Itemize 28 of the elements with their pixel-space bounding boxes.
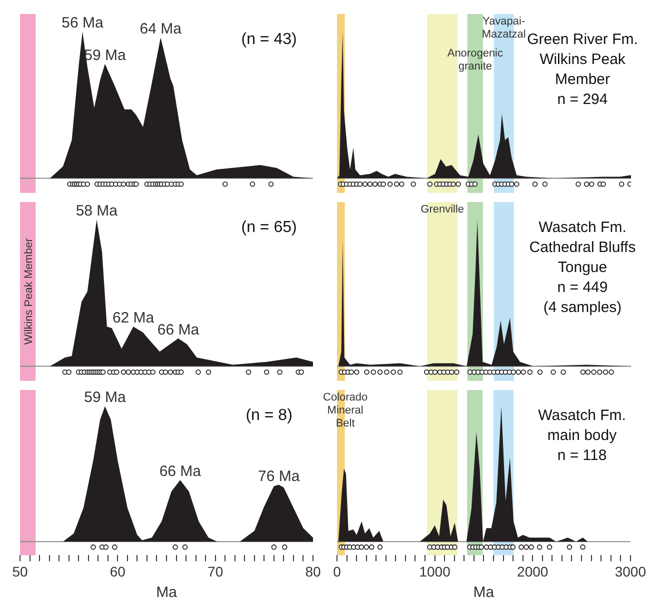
band-label: Yavapai-Mazatzal: [482, 16, 526, 41]
annotation: 64 Ma: [140, 20, 182, 38]
x-tick-label: 60: [110, 563, 126, 580]
x-tick-label: 1000: [419, 563, 451, 580]
band-label: Anorogenic granite: [447, 48, 504, 73]
x-tick-label: 3000: [614, 563, 646, 580]
band-label: Wilkins Peak Member: [22, 238, 35, 345]
annotation: 76 Ma: [258, 468, 300, 485]
annotation: Wasatch Fm. main body n = 118: [538, 407, 626, 464]
x-tick-label: 2000: [517, 563, 548, 580]
x-axis-title: Ma: [473, 584, 495, 602]
annotation: 59 Ma: [84, 389, 126, 406]
annotation: 62 Ma: [112, 310, 155, 327]
annotation: (n = 43): [241, 31, 297, 48]
annotation: (n = 8): [246, 407, 292, 424]
x-axis-title: Ma: [156, 584, 178, 602]
annotation: 56 Ma: [62, 14, 104, 32]
x-tick-label: 70: [208, 563, 224, 580]
x-tick-label: 0: [333, 563, 342, 580]
annotation: (n = 65): [241, 219, 297, 236]
annotation: Wasatch Fm. Cathedral Bluffs Tongue n = 449 (4 samples): [529, 219, 636, 316]
band-label: Grenville: [420, 204, 464, 216]
x-tick-label: 80: [305, 563, 321, 580]
annotation: Green River Fm. Wilkins Peak Member n = 294: [527, 31, 638, 108]
annotation: 58 Ma: [76, 202, 118, 220]
x-tick-label: 50: [12, 563, 28, 580]
annotation: 66 Ma: [159, 463, 202, 480]
annotation: 66 Ma: [157, 321, 200, 338]
